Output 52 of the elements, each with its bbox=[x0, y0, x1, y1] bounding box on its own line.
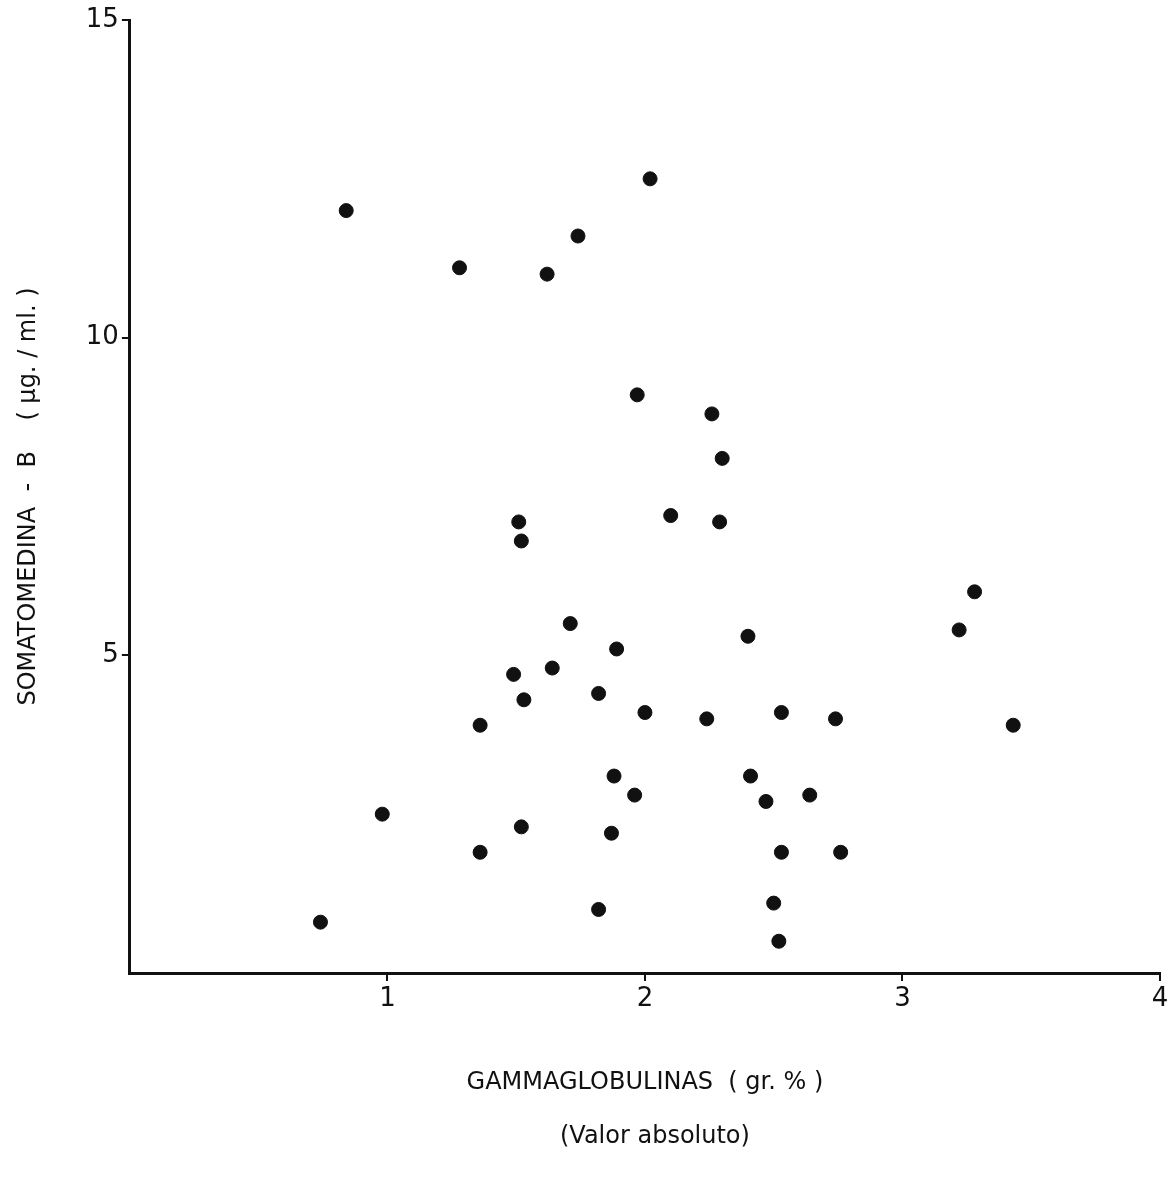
point bbox=[642, 171, 658, 187]
point bbox=[1005, 717, 1021, 733]
x-tick-label: 2 bbox=[636, 982, 654, 1013]
point bbox=[513, 819, 529, 835]
x-axis-title: GAMMAGLOBULINAS ( gr. % ) bbox=[466, 1066, 824, 1095]
point bbox=[562, 616, 578, 632]
text: (Valor absoluto) bbox=[559, 1121, 750, 1150]
point bbox=[544, 660, 560, 676]
point bbox=[758, 793, 774, 809]
point bbox=[539, 266, 555, 282]
point bbox=[606, 768, 622, 784]
point bbox=[338, 203, 354, 219]
point bbox=[570, 228, 586, 244]
point bbox=[773, 844, 789, 860]
point bbox=[967, 584, 983, 600]
point bbox=[603, 825, 619, 841]
point bbox=[712, 514, 728, 530]
point bbox=[802, 787, 818, 803]
point bbox=[771, 933, 787, 949]
point bbox=[627, 787, 643, 803]
point bbox=[629, 387, 645, 403]
point bbox=[828, 711, 844, 727]
point bbox=[773, 705, 789, 721]
point bbox=[513, 533, 529, 549]
point bbox=[516, 692, 532, 708]
point bbox=[699, 711, 715, 727]
point bbox=[609, 641, 625, 657]
y-tick-label: 15 bbox=[85, 2, 119, 33]
x-tick-label: 1 bbox=[379, 982, 396, 1013]
point bbox=[766, 895, 782, 911]
y-tick-label: 10 bbox=[85, 320, 119, 351]
point bbox=[312, 914, 328, 930]
point bbox=[743, 768, 759, 784]
point bbox=[452, 260, 468, 276]
point bbox=[472, 844, 488, 860]
point bbox=[472, 717, 488, 733]
point bbox=[591, 901, 607, 917]
x-tick-label: 3 bbox=[894, 982, 911, 1013]
y-tick-label: 5 bbox=[102, 638, 119, 669]
point bbox=[951, 622, 967, 638]
x-tick-label: 4 bbox=[1151, 982, 1169, 1013]
point bbox=[740, 628, 756, 644]
point bbox=[506, 666, 522, 682]
point bbox=[714, 450, 730, 466]
y-axis-title: SOMATOMEDINA - B ( µg. / ml. ) bbox=[12, 287, 41, 706]
point bbox=[833, 844, 849, 860]
point bbox=[637, 705, 653, 721]
point bbox=[374, 806, 390, 822]
point bbox=[591, 685, 607, 701]
point bbox=[704, 406, 720, 422]
point bbox=[663, 508, 679, 524]
point bbox=[511, 514, 527, 530]
